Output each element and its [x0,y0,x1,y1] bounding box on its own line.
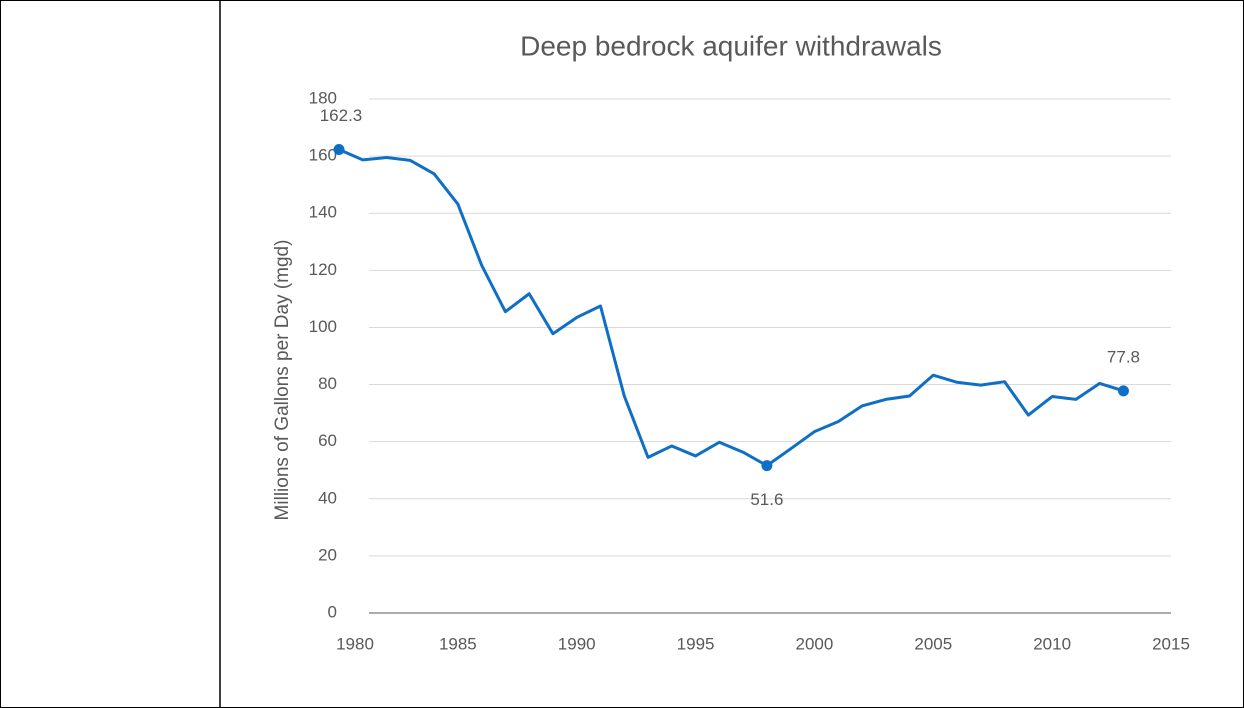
x-tick-label: 1980 [336,634,374,653]
x-tick-label: 1985 [439,634,477,653]
data-label: 51.6 [750,490,783,509]
data-point [1117,385,1129,397]
y-tick-label: 40 [318,488,337,507]
data-label: 162.3 [320,106,363,125]
y-tick-label: 120 [309,260,337,279]
data-point [333,144,345,156]
x-tick-label: 2010 [1033,634,1071,653]
y-tick-label: 0 [328,602,337,621]
y-tick-label: 20 [318,545,337,564]
y-tick-label: 100 [309,317,337,336]
y-tick-label: 160 [309,146,337,165]
y-tick-label: 140 [309,203,337,222]
x-tick-label: 2005 [914,634,952,653]
x-tick-label: 1995 [677,634,715,653]
y-tick-label: 80 [318,374,337,393]
y-tick-label: 60 [318,431,337,450]
x-tick-label: 2015 [1152,634,1190,653]
y-axis-label: Millions of Gallons per Day (mgd) [272,240,293,521]
data-label: 77.8 [1107,347,1140,366]
x-tick-label: 2000 [796,634,834,653]
line [338,148,1124,468]
y-tick-label: 180 [309,88,337,107]
chart-title: Deep bedrock aquifer withdrawals [520,30,942,61]
x-tick-label: 1990 [558,634,596,653]
data-point [761,460,773,472]
